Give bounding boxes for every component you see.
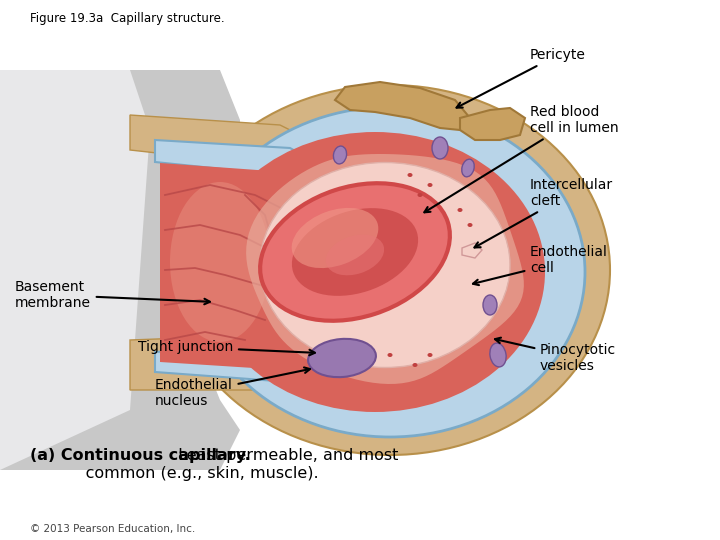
Ellipse shape (326, 235, 384, 275)
Polygon shape (0, 70, 150, 470)
Ellipse shape (170, 182, 270, 342)
Ellipse shape (418, 193, 423, 197)
Ellipse shape (260, 163, 510, 368)
Text: Intercellular
cleft: Intercellular cleft (474, 178, 613, 247)
Ellipse shape (408, 173, 413, 177)
Ellipse shape (457, 208, 462, 212)
Polygon shape (160, 163, 318, 370)
Text: Basement
membrane: Basement membrane (15, 280, 210, 310)
Polygon shape (155, 140, 320, 182)
Ellipse shape (428, 353, 433, 357)
Text: Tight junction: Tight junction (138, 340, 315, 355)
Ellipse shape (387, 353, 392, 357)
Text: common (e.g., skin, muscle).: common (e.g., skin, muscle). (60, 466, 319, 481)
Ellipse shape (483, 295, 497, 315)
Polygon shape (155, 345, 320, 382)
Polygon shape (130, 335, 320, 390)
Text: Pericyte: Pericyte (456, 48, 586, 107)
Ellipse shape (195, 107, 585, 437)
Polygon shape (0, 70, 240, 470)
Ellipse shape (260, 183, 450, 321)
Ellipse shape (170, 85, 610, 455)
Ellipse shape (333, 146, 346, 164)
Text: Least permeable, and most: Least permeable, and most (173, 448, 398, 463)
Text: (a) Continuous capillary.: (a) Continuous capillary. (30, 448, 251, 463)
Ellipse shape (205, 132, 545, 412)
Ellipse shape (413, 363, 418, 367)
Polygon shape (462, 243, 482, 258)
Polygon shape (335, 82, 470, 130)
Ellipse shape (292, 208, 418, 296)
Text: Red blood
cell in lumen: Red blood cell in lumen (424, 105, 618, 212)
Ellipse shape (467, 223, 472, 227)
Polygon shape (460, 108, 525, 140)
Ellipse shape (490, 343, 506, 367)
Ellipse shape (292, 208, 378, 268)
Text: © 2013 Pearson Education, Inc.: © 2013 Pearson Education, Inc. (30, 524, 195, 534)
Ellipse shape (432, 137, 448, 159)
Polygon shape (130, 115, 320, 175)
Ellipse shape (428, 183, 433, 187)
Ellipse shape (462, 159, 474, 177)
Text: Pinocytotic
vesicles: Pinocytotic vesicles (495, 338, 616, 373)
Ellipse shape (261, 165, 509, 365)
Text: Figure 19.3a  Capillary structure.: Figure 19.3a Capillary structure. (30, 12, 225, 25)
Text: Endothelial
cell: Endothelial cell (473, 245, 608, 285)
Ellipse shape (308, 339, 376, 377)
Text: Endothelial
nucleus: Endothelial nucleus (155, 367, 310, 408)
Polygon shape (246, 154, 524, 384)
